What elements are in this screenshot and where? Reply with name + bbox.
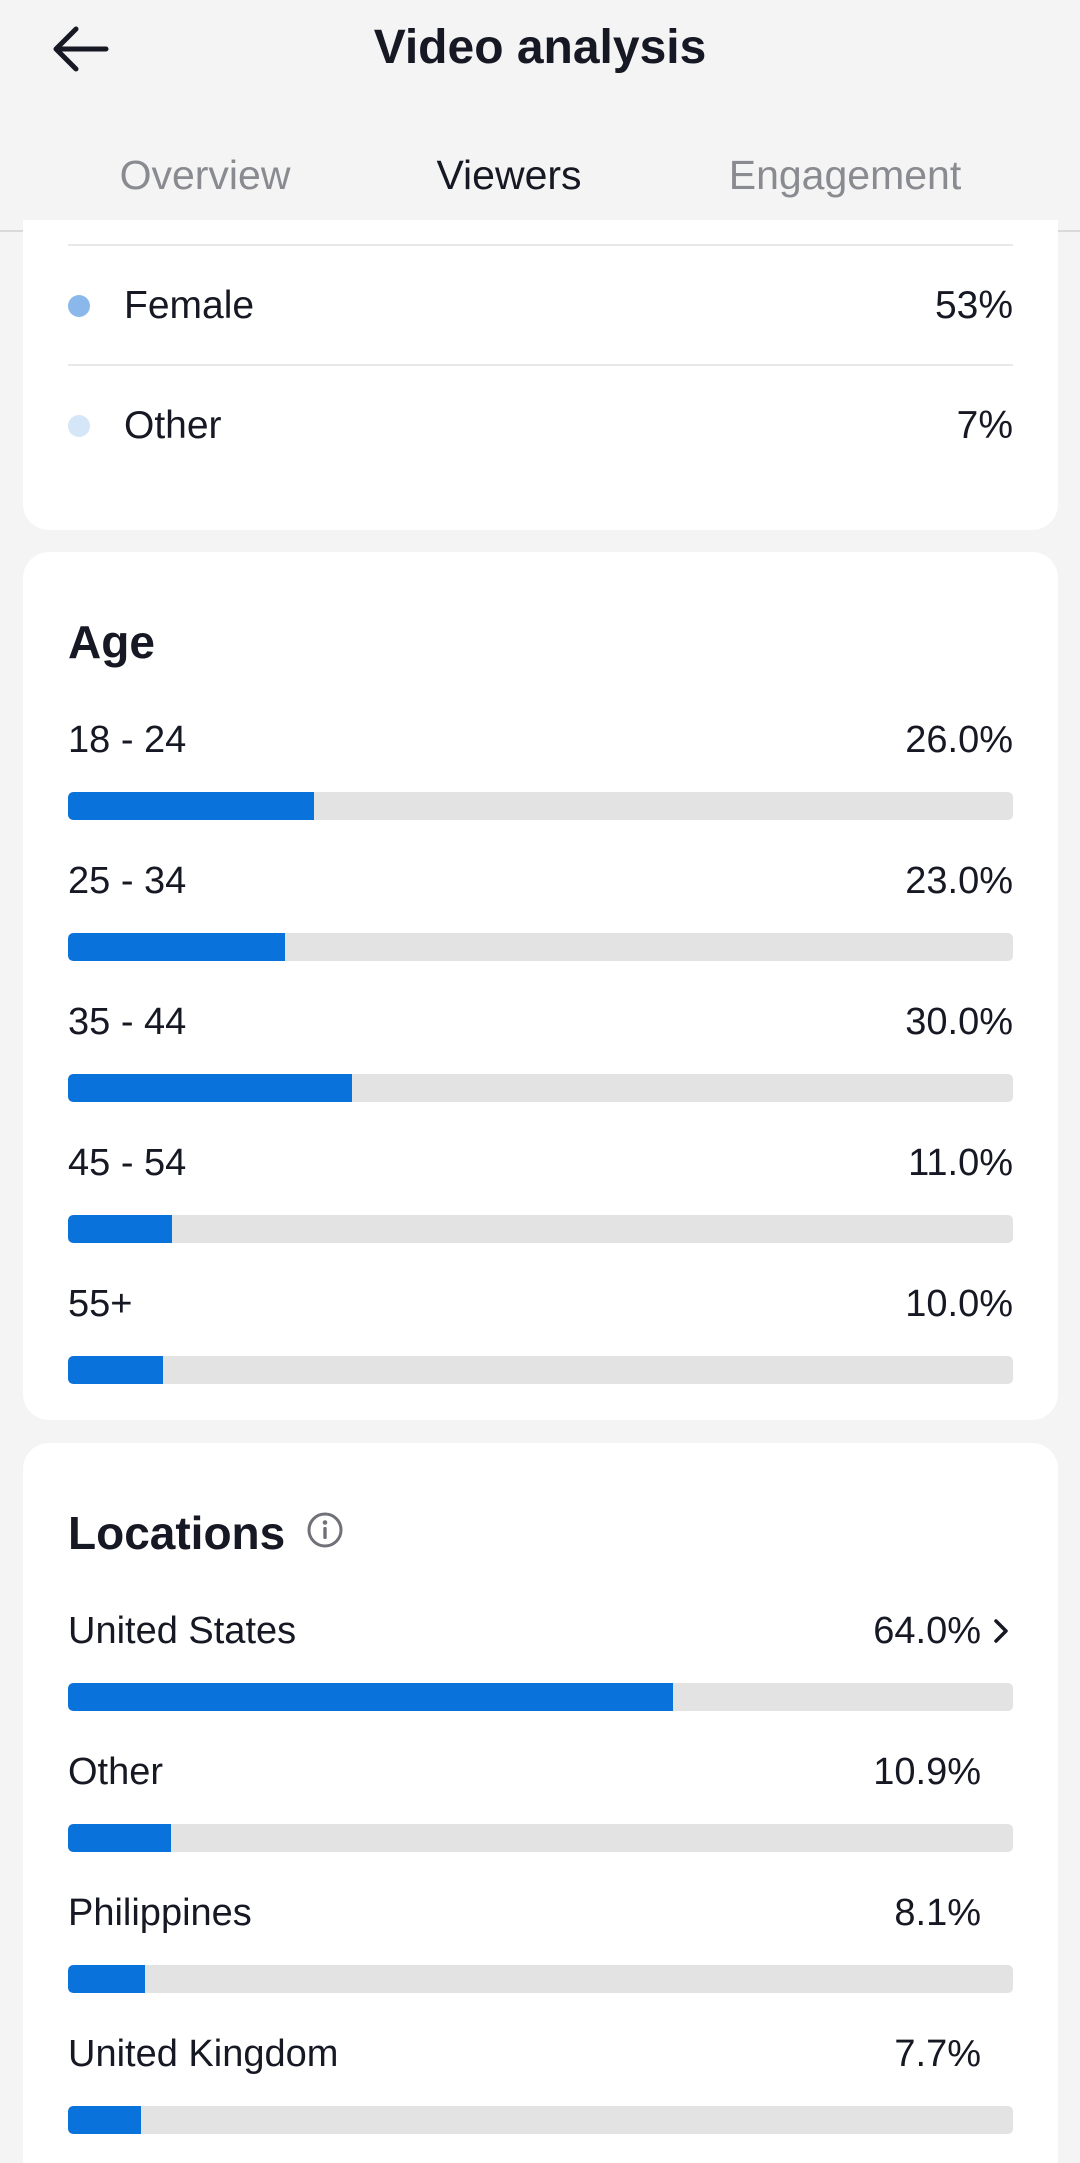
age-row: 45 - 54 11.0% xyxy=(68,1135,1013,1255)
locations-row: Philippines 8.1% xyxy=(68,1885,1013,2005)
gender-value: 7% xyxy=(956,404,1013,447)
locations-bar-track xyxy=(68,2106,1013,2134)
gender-card: Female 53% Other 7% xyxy=(23,220,1058,530)
age-label: 25 - 34 xyxy=(68,860,187,902)
age-value: 10.0% xyxy=(905,1283,1013,1325)
locations-bar-track xyxy=(68,1965,1013,1993)
locations-label: United States xyxy=(68,1610,297,1652)
locations-label: United Kingdom xyxy=(68,2033,339,2075)
legend-dot xyxy=(68,415,90,437)
age-bar-track xyxy=(68,792,1013,820)
age-label: 55+ xyxy=(68,1283,133,1325)
age-card: Age 18 - 24 26.0% 25 - 34 23.0% 35 - 44 30.0%… xyxy=(23,552,1058,1420)
locations-value: 10.9% xyxy=(873,1751,981,1793)
age-row: 18 - 24 26.0% xyxy=(68,712,1013,832)
age-bar-fill xyxy=(68,1074,352,1102)
age-row: 25 - 34 23.0% xyxy=(68,853,1013,973)
gender-label: Female xyxy=(124,284,255,327)
age-bar-track xyxy=(68,933,1013,961)
age-value: 23.0% xyxy=(905,860,1013,902)
age-label: 35 - 44 xyxy=(68,1001,187,1043)
locations-card: Locations United States 64.0% Other 10.9% Ph… xyxy=(23,1443,1058,2163)
age-value: 26.0% xyxy=(905,719,1013,761)
tab-engagement[interactable]: Engagement xyxy=(728,152,962,198)
locations-bar-track xyxy=(68,1683,1013,1711)
info-icon[interactable] xyxy=(306,1511,344,1549)
age-row: 35 - 44 30.0% xyxy=(68,994,1013,1114)
locations-value: 8.1% xyxy=(894,1892,981,1934)
chevron-right-icon[interactable] xyxy=(989,1615,1013,1647)
age-row: 55+ 10.0% xyxy=(68,1276,1013,1396)
locations-bar-fill xyxy=(68,1824,171,1852)
age-label: 18 - 24 xyxy=(68,719,187,761)
tab-overview[interactable]: Overview xyxy=(119,152,291,198)
locations-section-title: Locations xyxy=(68,1507,286,1559)
locations-bar-fill xyxy=(68,2106,141,2134)
legend-dot xyxy=(68,295,90,317)
age-bar-fill xyxy=(68,792,314,820)
page-title: Video analysis xyxy=(373,21,707,74)
divider xyxy=(68,364,1013,366)
divider xyxy=(68,244,1013,246)
locations-row: Other 10.9% xyxy=(68,1744,1013,1864)
locations-bar-fill xyxy=(68,1965,145,1993)
gender-row-female: Female 53% xyxy=(68,266,1013,346)
gender-row-other: Other 7% xyxy=(68,386,1013,466)
age-bar-fill xyxy=(68,1215,172,1243)
back-button[interactable] xyxy=(40,14,120,84)
age-bar-fill xyxy=(68,1356,163,1384)
locations-row[interactable]: United States 64.0% xyxy=(68,1603,1013,1723)
gender-value: 53% xyxy=(934,284,1013,327)
header: Video analysis Overview Viewers Engageme… xyxy=(0,0,1080,232)
arrow-left-icon xyxy=(53,26,109,72)
age-section-title: Age xyxy=(68,616,155,668)
locations-label: Philippines xyxy=(68,1892,252,1934)
age-bar-fill xyxy=(68,933,286,961)
age-value: 11.0% xyxy=(908,1142,1013,1184)
locations-bar-track xyxy=(68,1824,1013,1852)
locations-value: 64.0% xyxy=(873,1610,981,1652)
tab-viewers[interactable]: Viewers xyxy=(436,152,582,198)
age-value: 30.0% xyxy=(905,1001,1013,1043)
age-bar-track xyxy=(68,1074,1013,1102)
locations-value: 7.7% xyxy=(894,2033,981,2075)
tab-bar: Overview Viewers Engagement xyxy=(0,140,1080,230)
age-label: 45 - 54 xyxy=(68,1142,187,1184)
locations-label: Other xyxy=(68,1751,164,1793)
locations-row: United Kingdom 7.7% xyxy=(68,2026,1013,2146)
age-bar-track xyxy=(68,1356,1013,1384)
age-bar-track xyxy=(68,1215,1013,1243)
locations-bar-fill xyxy=(68,1683,673,1711)
gender-label: Other xyxy=(124,404,222,447)
